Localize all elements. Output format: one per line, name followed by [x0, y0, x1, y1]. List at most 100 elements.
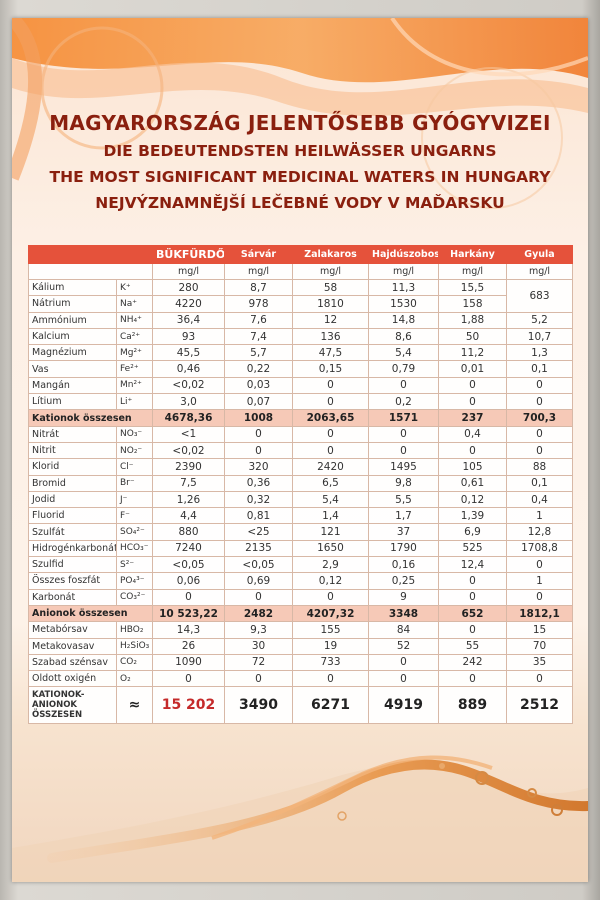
value-cell: 35: [506, 653, 573, 672]
value-cell: 0,4: [438, 425, 507, 443]
row-symbol: J⁻: [116, 490, 153, 509]
value-cell: 5,4: [292, 490, 369, 509]
value-cell: <0,02: [152, 441, 225, 460]
value-cell: 0: [506, 588, 573, 606]
table-row: Kálium K⁺ 280 8,7 58 11,3 15,5 683: [28, 278, 573, 313]
header-row: BÜKFÜRDŐSárvárZalakarosHajdúszoboszlóHar…: [28, 245, 573, 264]
value-cell: 0,01: [438, 360, 507, 378]
value-cell: 15: [506, 621, 573, 639]
value-cell: 0: [224, 588, 293, 606]
value-cell: 2,9: [292, 556, 369, 574]
value-cell: 10,7: [506, 327, 573, 346]
value-cell: 9,3: [224, 621, 293, 639]
value-cell: 1650: [292, 539, 369, 558]
total-row: KATIONOK-ANIONOK ÖSSZESEN ≈15 202 3490 6271…: [28, 686, 573, 725]
row-symbol: NO₃⁻: [116, 425, 153, 443]
value-cell: 5,2: [506, 311, 573, 329]
value-cell: 0,03: [224, 376, 293, 395]
value-cell: 93: [152, 327, 225, 346]
value-cell: 978: [224, 295, 293, 313]
value-cell: 880: [152, 523, 225, 541]
row-symbol: Cl⁻: [116, 458, 153, 476]
value-cell: 0: [368, 425, 439, 443]
composition-table: BÜKFÜRDŐSárvárZalakarosHajdúszoboszlóHar…: [28, 245, 573, 725]
value-cell: 242: [438, 653, 507, 672]
value-cell: 30: [224, 637, 293, 655]
value-cell: <1: [152, 425, 225, 443]
sum-label: Kationok összesen: [28, 409, 153, 427]
value-cell: 0,81: [224, 507, 293, 525]
row-symbol: O₂: [116, 670, 153, 688]
row-name: Ammónium: [28, 311, 117, 329]
value-cell: 0: [438, 588, 507, 606]
total-value: 6271: [292, 686, 369, 725]
title-german: DIE BEDEUTENDSTEN HEILWÄSSER UNGARNS: [103, 142, 497, 160]
value-cell: 280: [152, 278, 225, 297]
value-cell: 0,46: [152, 360, 225, 378]
row-name: Kálium: [28, 278, 117, 297]
value-cell: 8,7: [224, 278, 293, 297]
row-symbol: NH₄⁺: [116, 311, 153, 329]
value-cell: 1,39: [438, 507, 507, 525]
header-1: Sárvár: [224, 245, 293, 264]
value-cell: 158: [438, 295, 507, 313]
row-symbol: HCO₃⁻: [116, 539, 153, 558]
sum-value: 1571: [368, 409, 439, 427]
row-symbol: Mg²⁺: [116, 344, 153, 362]
value-cell: <0,02: [152, 376, 225, 395]
value-cell: 105: [438, 458, 507, 476]
sum-value: 1008: [224, 409, 293, 427]
value-cell: 0: [438, 441, 507, 460]
value-cell: 0,12: [438, 490, 507, 509]
row-symbol: S²⁻: [116, 556, 153, 574]
units-row: mg/l mg/l mg/l mg/l mg/l mg/l: [28, 263, 573, 280]
total-value: 4919: [368, 686, 439, 725]
poster: MAGYARORSZÁG JELENTŐSEBB GYÓGYVIZEI DIE …: [12, 18, 588, 882]
sum-value: 2063,65: [292, 409, 369, 427]
header-3: Hajdúszoboszló: [368, 245, 439, 264]
row-name: Nátrium: [28, 295, 117, 313]
value-cell: 0: [292, 425, 369, 443]
row-symbol: CO₃²⁻: [116, 588, 153, 606]
row-symbol: PO₄³⁻: [116, 572, 153, 590]
value-cell: 7240: [152, 539, 225, 558]
total-value: 889: [438, 686, 507, 725]
value-cell: 155: [292, 621, 369, 639]
row-symbol: Na⁺: [116, 295, 153, 313]
row-name: Karbonát: [28, 588, 117, 606]
value-cell: 26: [152, 637, 225, 655]
table-row: Bromid Br⁻ 7,5 0,36 6,5 9,8 0,61 0,1: [28, 474, 573, 492]
row-name: Szabad szénsav: [28, 653, 117, 672]
title-english: THE MOST SIGNIFICANT MEDICINAL WATERS IN…: [49, 168, 551, 186]
row-symbol: Br⁻: [116, 474, 153, 492]
row-name: Fluorid: [28, 507, 117, 525]
value-cell: 36,4: [152, 311, 225, 329]
value-cell: 6,9: [438, 523, 507, 541]
value-cell: 1790: [368, 539, 439, 558]
value-cell: 9,8: [368, 474, 439, 492]
value-cell: 37: [368, 523, 439, 541]
table-row: Lítium Li⁺ 3,0 0,07 0 0,2 0 0: [28, 393, 573, 411]
value-cell: 6,5: [292, 474, 369, 492]
row-name: Jodid: [28, 490, 117, 509]
value-cell: 1530: [368, 295, 439, 313]
table-row: Vas Fe²⁺ 0,46 0,22 0,15 0,79 0,01 0,1: [28, 360, 573, 378]
row-symbol: CO₂: [116, 653, 153, 672]
header-5: Gyula: [506, 245, 573, 264]
sum-value: 4678,36: [152, 409, 225, 427]
value-cell: 0: [506, 425, 573, 443]
value-cell: 0,15: [292, 360, 369, 378]
value-cell: 1,4: [292, 507, 369, 525]
value-cell: 1: [506, 572, 573, 590]
value-cell: 15,5: [438, 278, 507, 297]
table-row: Hidrogénkarbonát HCO₃⁻ 7240 2135 1650 1790 525…: [28, 539, 573, 558]
value-cell: 47,5: [292, 344, 369, 362]
value-cell: 84: [368, 621, 439, 639]
sum-value: 652: [438, 604, 507, 623]
value-cell: 0: [368, 653, 439, 672]
table-row: Nátrium Na⁺ 4220 978 1810 1530 158: [28, 295, 573, 313]
sum-value: 3348: [368, 604, 439, 623]
table-row: Metabórsav HBO₂ 14,3 9,3 155 84 0 15: [28, 621, 573, 639]
row-symbol: HBO₂: [116, 621, 153, 639]
value-cell: 5,7: [224, 344, 293, 362]
